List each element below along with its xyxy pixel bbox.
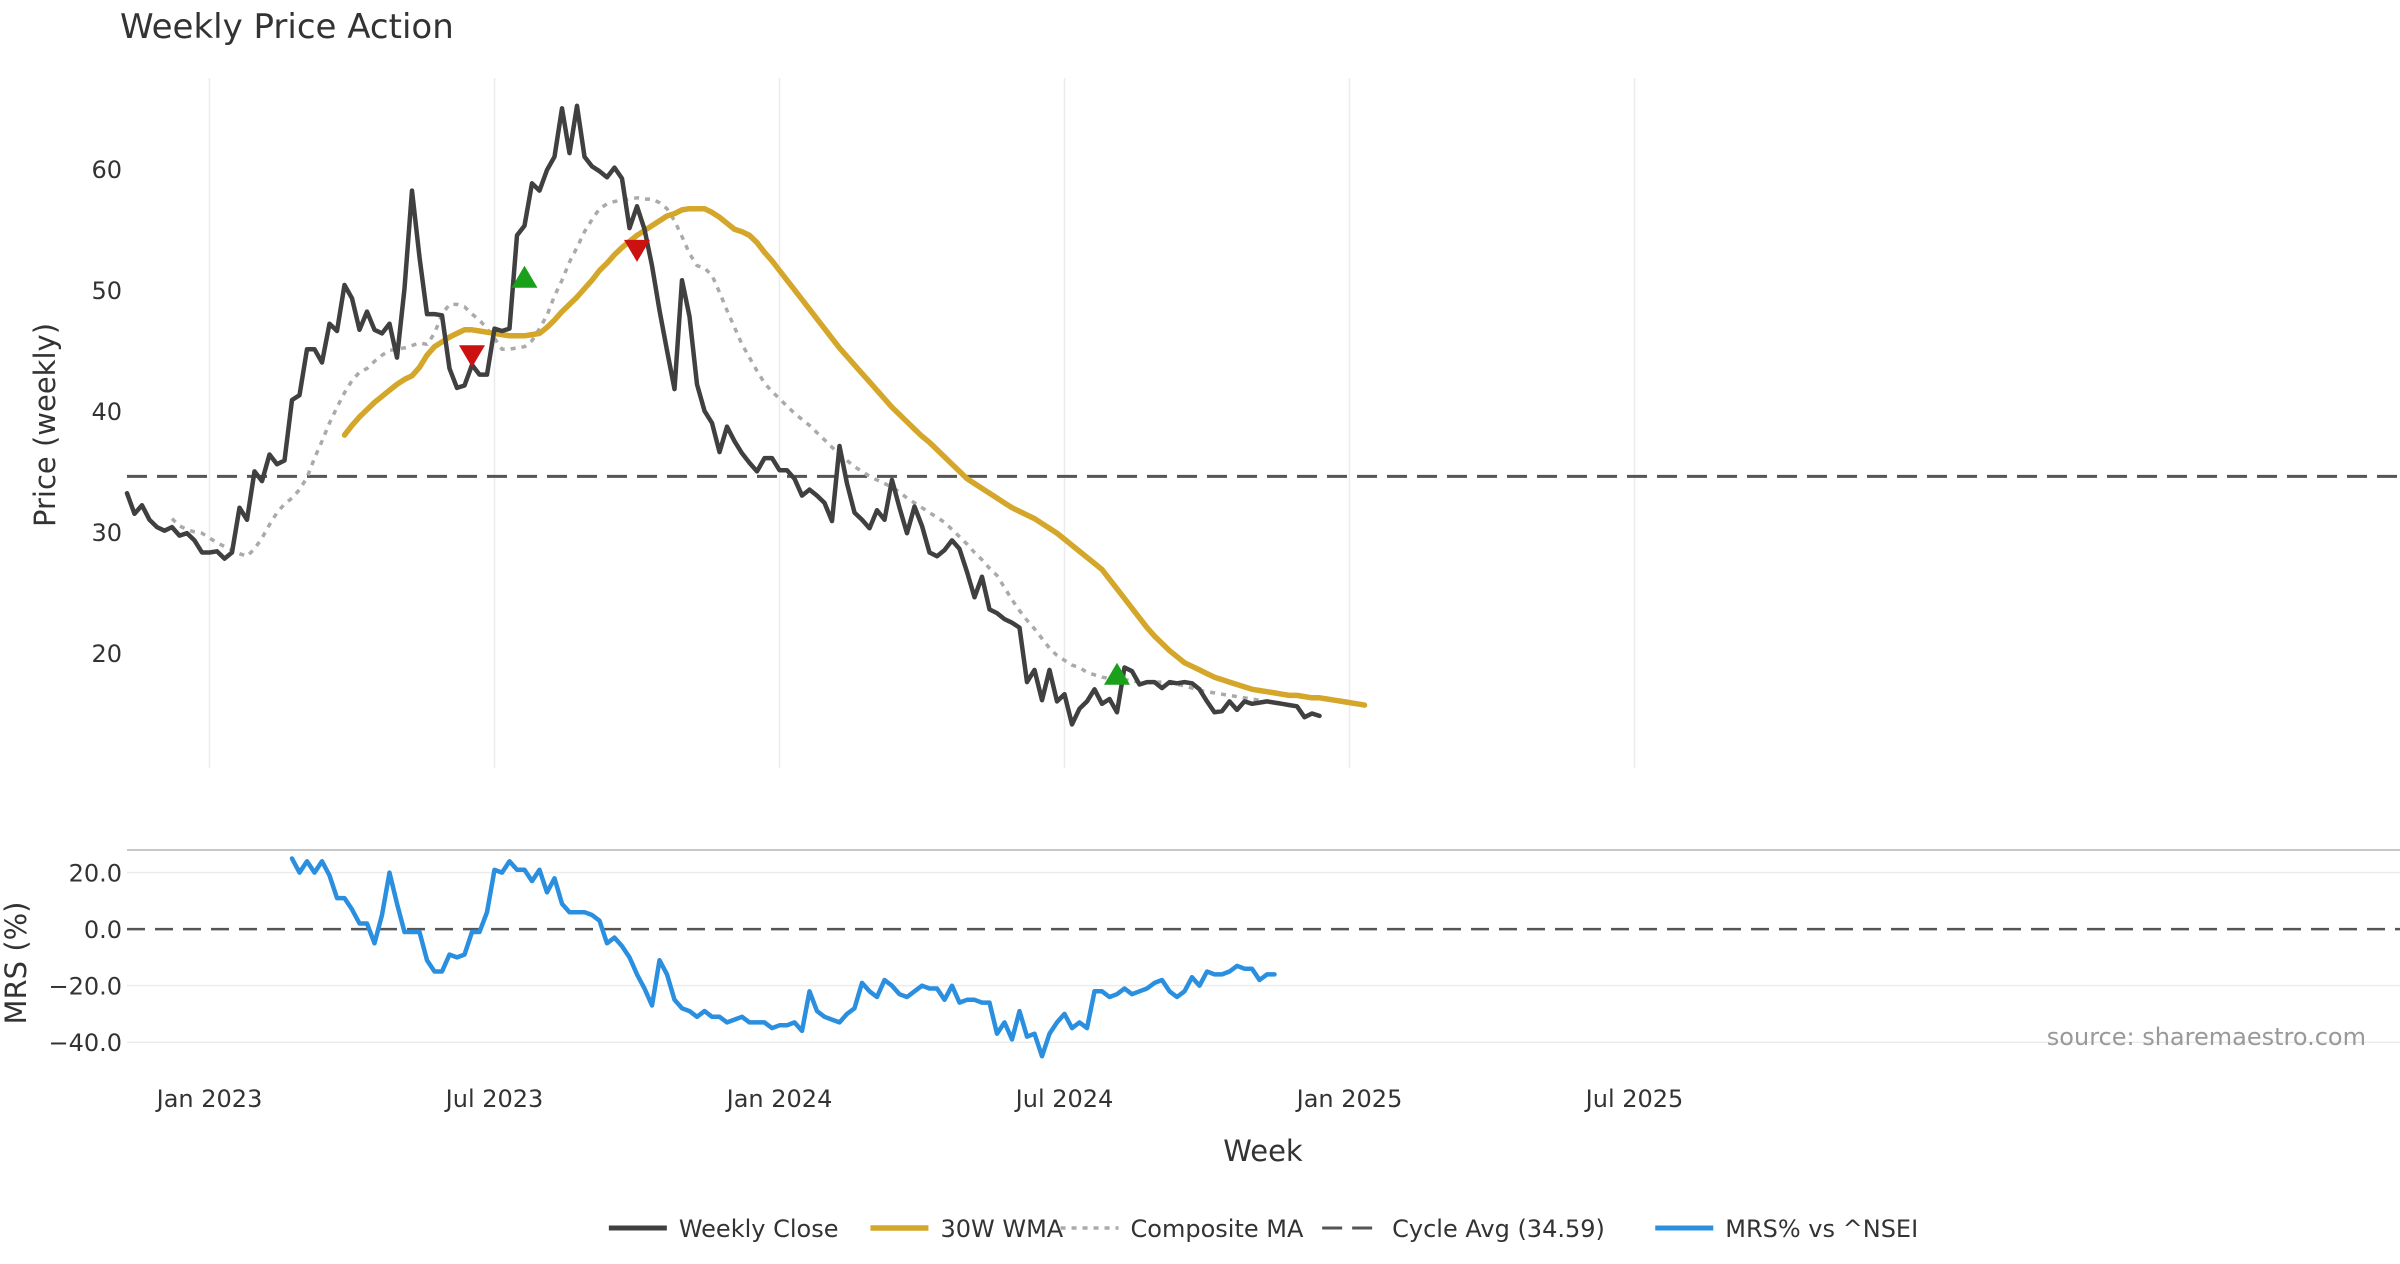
- weekly-close-line: [124, 103, 1322, 727]
- signal-markers: [459, 239, 1130, 685]
- composite-ma-line: [170, 196, 1282, 705]
- buy-signal-marker: [511, 265, 538, 288]
- x-tick-label: Jan 2025: [1295, 1085, 1403, 1113]
- mrs-y-tick-label: −20.0: [48, 973, 122, 1001]
- price-panel: 20 30 40 50 60 Price (weekly): [28, 78, 2400, 768]
- legend: Weekly Close 30W WMA Composite MA Cycle Avg…: [608, 1215, 1918, 1243]
- mrs-panel: 20.0 0.0 −20.0 −40.0 MRS (%) source: sharem…: [0, 849, 2400, 1059]
- price-y-axis-label: Price (weekly): [28, 323, 62, 527]
- legend-item: 30W WMA: [870, 1215, 1064, 1243]
- x-tick-label: Jul 2023: [444, 1085, 544, 1113]
- mrs-y-ticks: 20.0 0.0 −20.0 −40.0: [48, 860, 122, 1058]
- mrs-series: [289, 856, 1277, 1059]
- price-y-tick-label: 40: [91, 398, 122, 426]
- sell-signal-marker: [624, 239, 650, 262]
- x-tick-label: Jul 2024: [1014, 1085, 1114, 1113]
- legend-label: Cycle Avg (34.59): [1392, 1215, 1605, 1243]
- legend-label: Composite MA: [1131, 1215, 1304, 1243]
- price-gridlines: [208, 78, 1636, 768]
- mrs-y-axis-label: MRS (%): [0, 902, 33, 1025]
- price-y-tick-label: 20: [91, 640, 122, 668]
- x-axis-ticks: Jan 2023 Jul 2023 Jan 2024 Jul 2024 Jan 2025…: [155, 1085, 1684, 1113]
- mrs-line: [289, 856, 1277, 1059]
- price-y-tick-label: 30: [91, 519, 122, 547]
- legend-label: MRS% vs ^NSEI: [1725, 1215, 1918, 1243]
- legend-item: Cycle Avg (34.59): [1322, 1215, 1605, 1243]
- buy-signal-marker: [1104, 662, 1130, 685]
- price-y-tick-label: 50: [91, 277, 122, 305]
- chart-title: Weekly Price Action: [120, 7, 454, 47]
- x-tick-label: Jan 2023: [155, 1085, 263, 1113]
- x-tick-label: Jul 2025: [1584, 1085, 1684, 1113]
- mrs-y-tick-label: 20.0: [69, 860, 122, 888]
- price-y-tick-label: 60: [91, 156, 122, 184]
- legend-item: Composite MA: [1060, 1215, 1304, 1243]
- wma-line: [341, 205, 1368, 708]
- source-label: source: sharemaestro.com: [2047, 1023, 2366, 1051]
- legend-label: Weekly Close: [679, 1215, 839, 1243]
- x-tick-label: Jan 2024: [725, 1085, 833, 1113]
- mrs-y-tick-label: 0.0: [84, 916, 122, 944]
- price-y-ticks: 20 30 40 50 60: [91, 156, 122, 668]
- sell-signal-marker: [459, 345, 485, 368]
- mrs-y-tick-label: −40.0: [48, 1029, 122, 1057]
- price-series: [124, 103, 1368, 727]
- mrs-gridlines: [127, 871, 2400, 1043]
- x-axis-label: Week: [1223, 1134, 1303, 1168]
- legend-label: 30W WMA: [940, 1215, 1063, 1243]
- legend-item: Weekly Close: [608, 1215, 839, 1243]
- legend-item: MRS% vs ^NSEI: [1655, 1215, 1918, 1243]
